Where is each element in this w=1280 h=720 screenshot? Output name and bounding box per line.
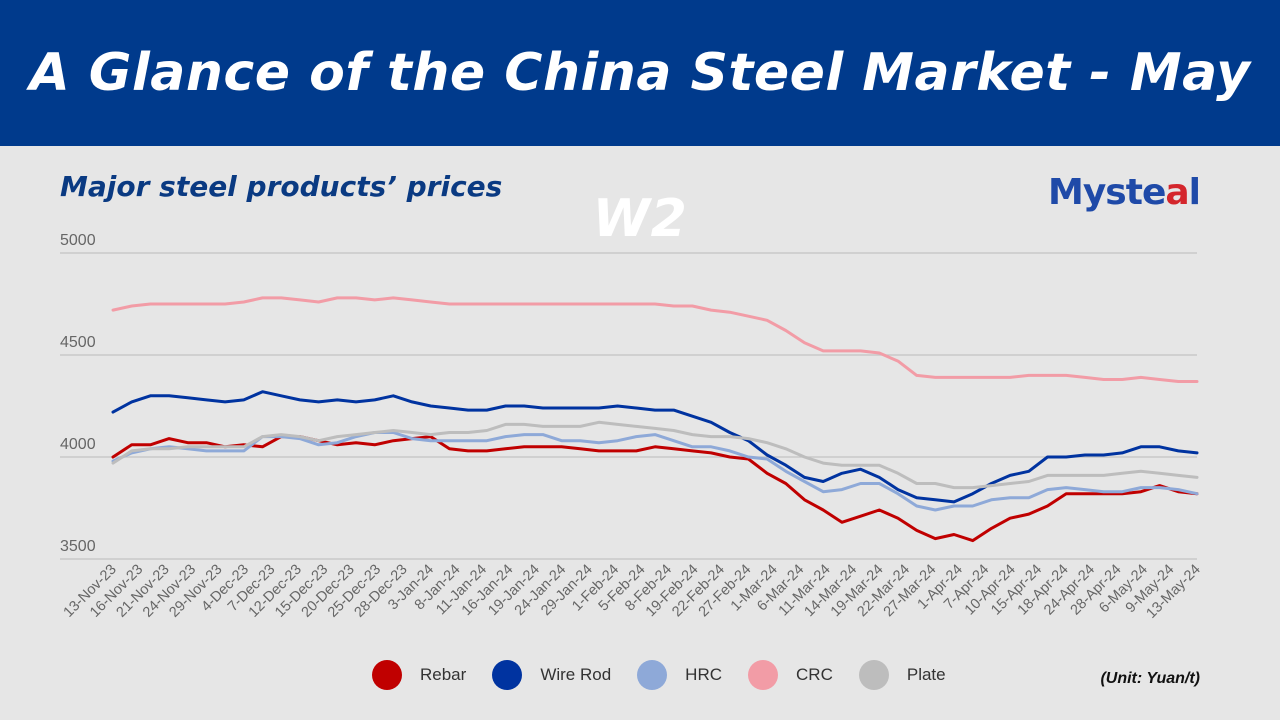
legend-item-rebar: Rebar [372,660,466,690]
legend-item-hrc: HRC [637,660,722,690]
series-line-plate [111,420,1199,490]
y-tick-label: 5000 [60,232,96,249]
unit-note: (Unit: Yuan/t) [1100,670,1200,687]
legend-label: Rebar [420,665,467,684]
legend-swatch [748,660,779,690]
legend-label: CRC [796,665,833,684]
y-tick-label: 4500 [60,334,96,351]
logo-text-end: l [1188,172,1201,213]
mysteel-logo: Mysteal [1048,172,1201,213]
legend-swatch [637,660,668,690]
logo-text-accent: a [1165,172,1189,213]
series-line-crc [111,296,1199,383]
legend-label: HRC [685,665,723,684]
series-line-rebar [111,435,1199,543]
legend-swatch [858,660,889,690]
logo-text-main: Myste [1048,172,1166,213]
y-tick-label: 4000 [60,436,96,453]
price-line-chart: 350040004500500013-Nov-2316-Nov-2321-Nov… [60,232,1204,622]
legend-label: Plate [906,665,946,684]
legend-item-crc: CRC [748,660,833,690]
legend-swatch [492,660,523,690]
chart-subtitle: Major steel products’ prices [60,170,503,203]
legend-item-wire-rod: Wire Rod [492,660,611,690]
legend-label: Wire Rod [540,665,612,684]
series-line-wire-rod [111,390,1199,504]
page-title: A Glance of the China Steel Market - May… [29,43,1251,249]
legend-item-plate: Plate [858,660,946,690]
y-tick-label: 3500 [60,538,96,555]
header-banner [0,0,1280,146]
chart-legend: Rebar Wire Rod HRC CRC Plate [372,660,972,690]
series-line-hrc [111,431,1199,512]
legend-swatch [372,660,402,690]
